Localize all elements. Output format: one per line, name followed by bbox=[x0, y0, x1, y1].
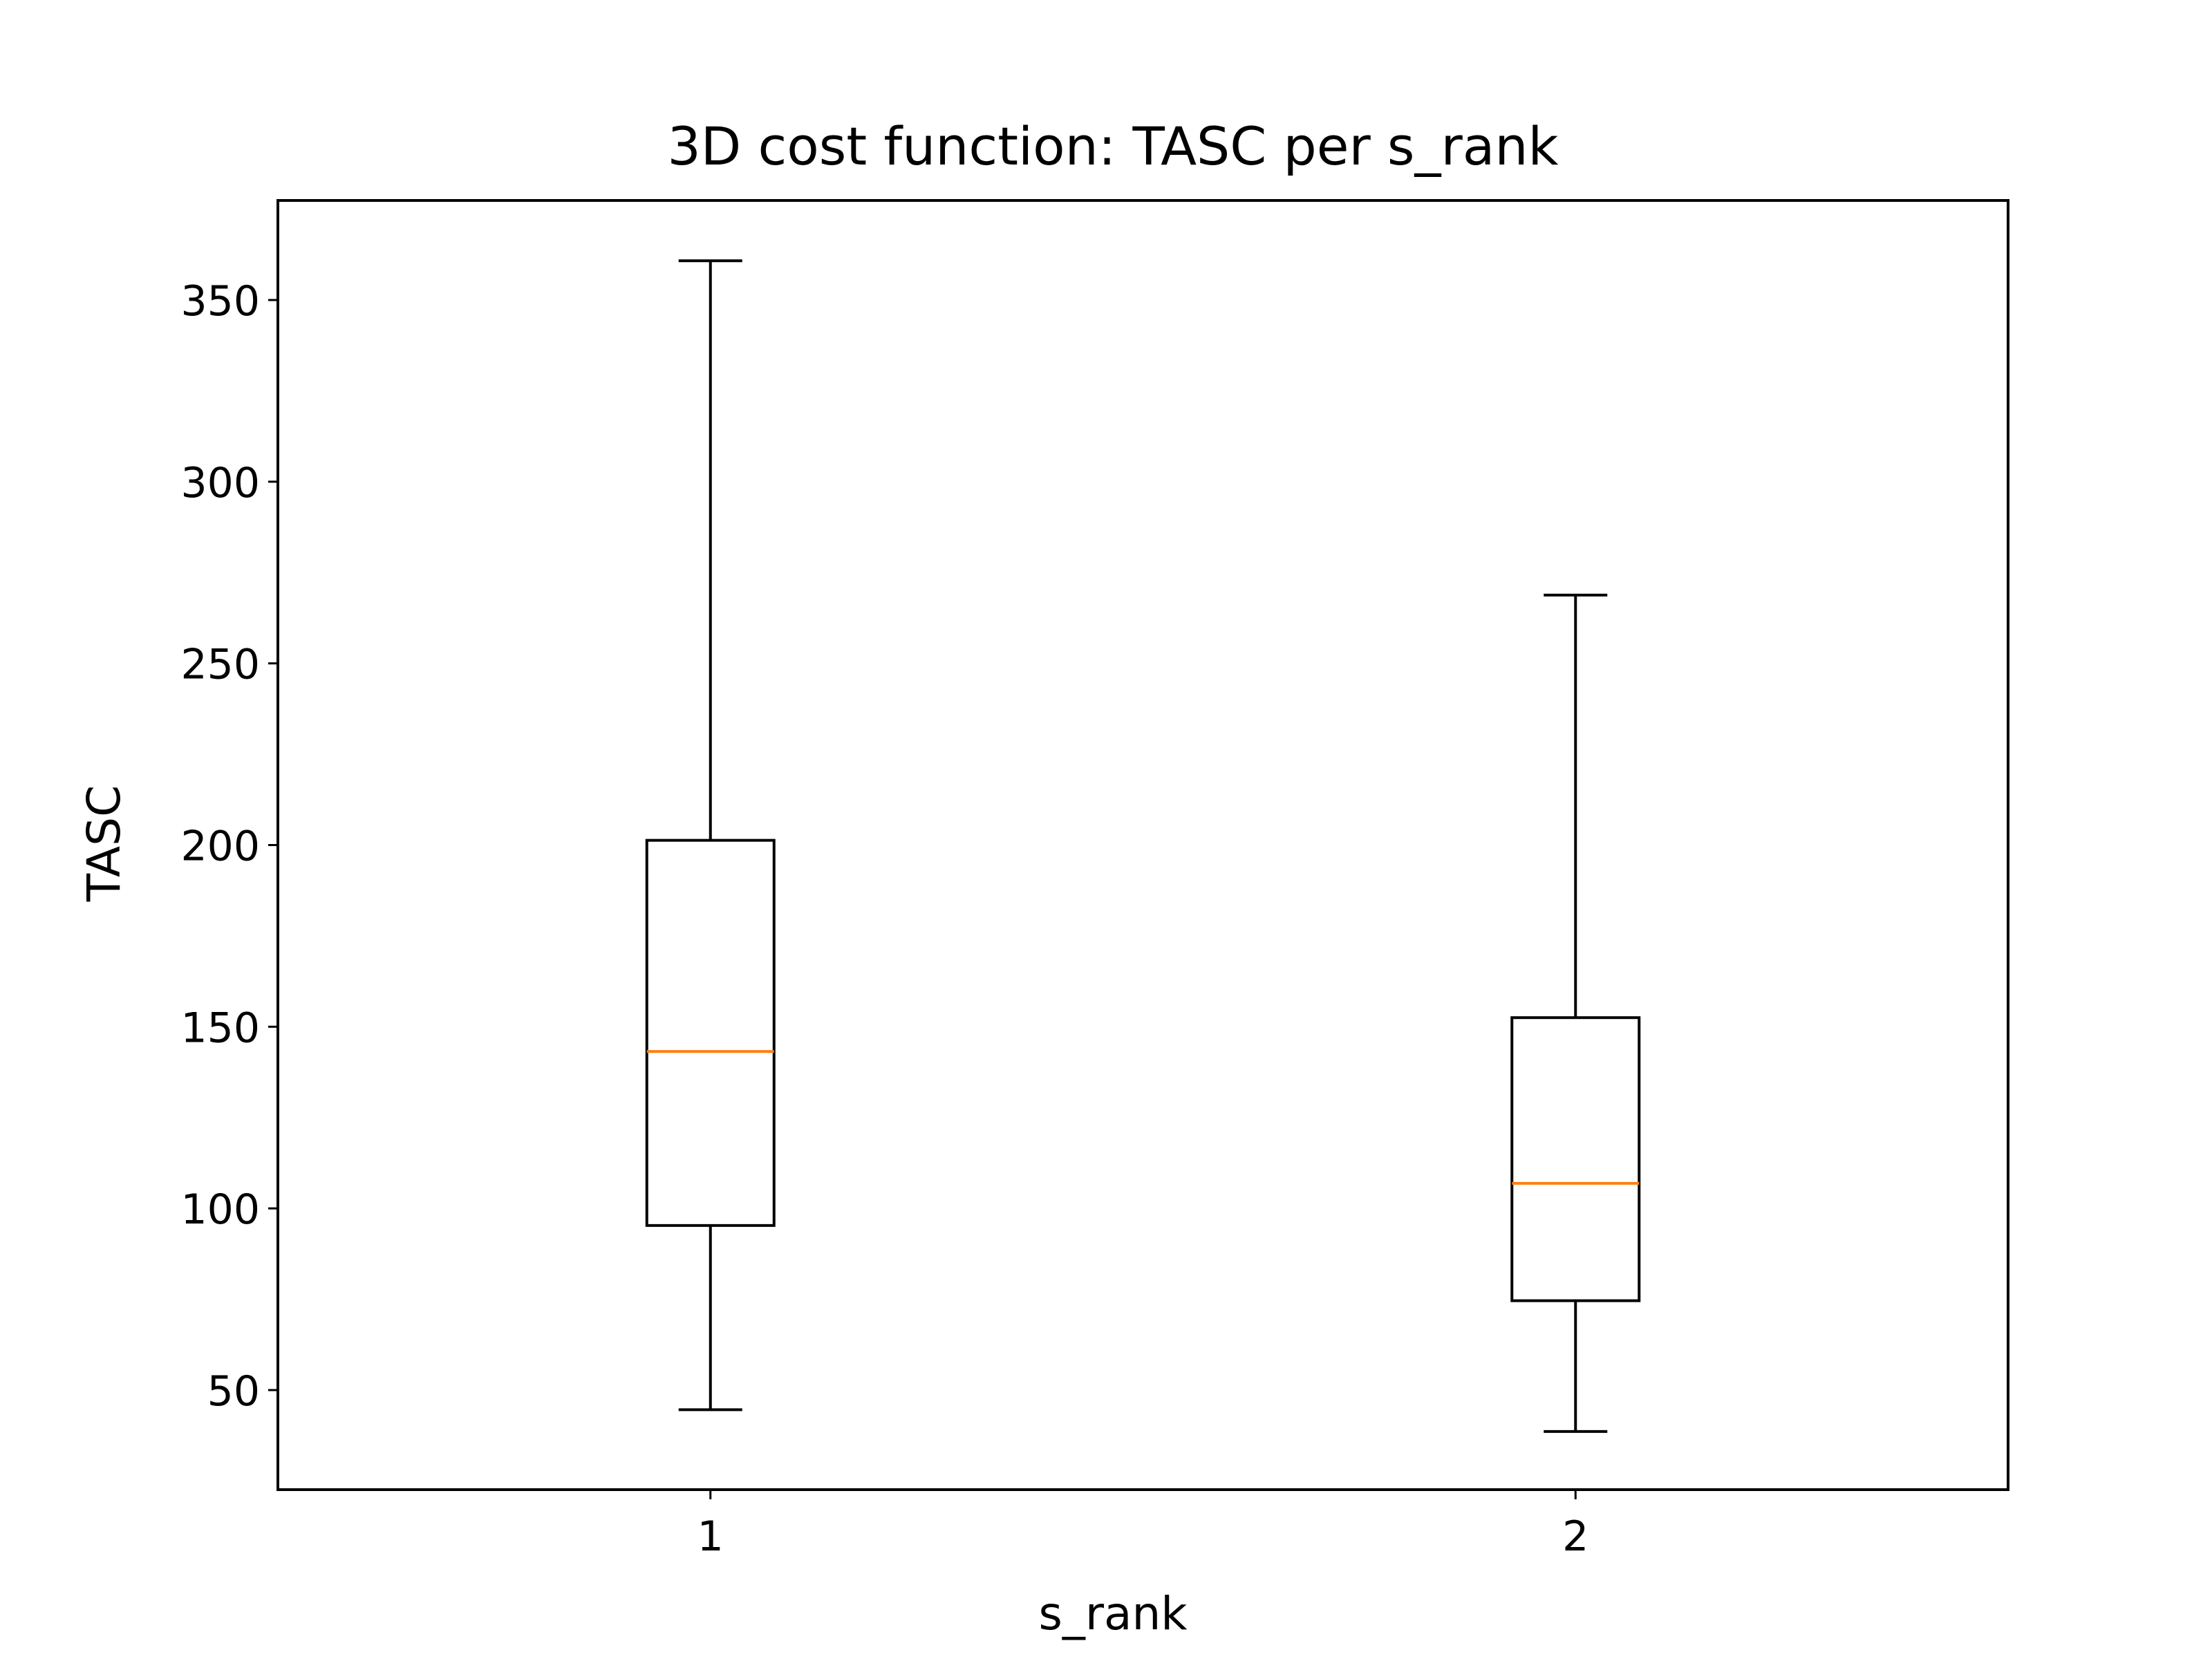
x-tick-label: 1 bbox=[697, 1512, 724, 1561]
y-tick-label: 100 bbox=[180, 1185, 260, 1234]
y-tick-label: 350 bbox=[180, 277, 260, 326]
y-tick-label: 300 bbox=[180, 459, 260, 507]
x-axis-label: s_rank bbox=[1038, 1587, 1188, 1640]
iqr-box bbox=[645, 838, 776, 1227]
y-axis-label: TASC bbox=[77, 785, 131, 902]
y-tick-label: 250 bbox=[180, 641, 260, 689]
box-1 bbox=[645, 259, 776, 1412]
y-tick-label: 150 bbox=[180, 1004, 260, 1052]
y-axis: 50 100 150 200 250 300 350 bbox=[180, 277, 278, 1416]
plot-area bbox=[645, 259, 1641, 1433]
box-2 bbox=[1510, 593, 1641, 1433]
plot-frame bbox=[276, 199, 2009, 1491]
y-tick-label: 50 bbox=[207, 1367, 260, 1416]
chart-title: 3D cost function: TASC per s_rank bbox=[667, 115, 1558, 177]
y-tick-label: 200 bbox=[180, 823, 260, 871]
iqr-box bbox=[1510, 1016, 1641, 1302]
x-tick-label: 2 bbox=[1562, 1512, 1588, 1561]
